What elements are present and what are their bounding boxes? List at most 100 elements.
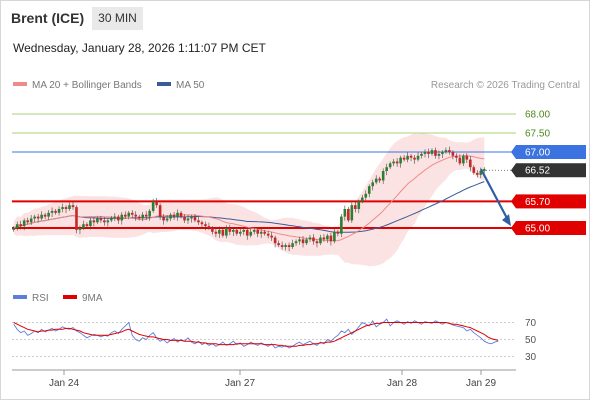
level-label-2: 67.00 <box>525 148 550 159</box>
legend-ma50: MA 50 <box>157 80 204 91</box>
level-tag-5 <box>516 221 586 235</box>
candle-body <box>273 237 277 244</box>
candle-body <box>357 201 361 209</box>
level-tag-3 <box>516 163 586 178</box>
legend-ma20: MA 20 + Bollinger Bands <box>13 80 142 91</box>
candle-body <box>238 231 242 234</box>
candle-body <box>151 201 155 211</box>
candle-body <box>22 220 26 227</box>
candle-body <box>371 182 375 187</box>
candle-body <box>225 228 228 236</box>
candle-body <box>287 245 291 247</box>
candle-body <box>312 237 315 242</box>
candle-body <box>462 155 465 164</box>
timestamp: Wednesday, January 28, 2026 1:11:07 PM C… <box>13 41 266 55</box>
candle-body <box>155 201 158 206</box>
candle-body <box>50 210 54 213</box>
candle-body <box>259 231 263 234</box>
candle-body <box>284 245 287 247</box>
candle-body <box>68 205 71 209</box>
candle-body <box>451 152 455 156</box>
candle-body <box>252 229 256 232</box>
candle-body <box>336 231 340 234</box>
candle-body <box>85 224 89 227</box>
candle-body <box>26 220 29 223</box>
candle-body <box>190 216 193 219</box>
bollinger-band <box>13 133 485 267</box>
candle-body <box>263 231 266 234</box>
candle-body <box>78 228 82 230</box>
x-tick-label: Jan 29 <box>466 378 496 389</box>
candle-body <box>61 207 64 209</box>
candle-body <box>329 235 333 242</box>
candle-body <box>204 224 207 227</box>
rsi-tick-label: 30 <box>525 352 537 363</box>
candle-body <box>458 157 462 164</box>
candle-body <box>333 231 336 242</box>
candle-body <box>434 150 437 156</box>
ma20-swatch <box>13 82 27 87</box>
level-tag-tip-2 <box>511 145 516 159</box>
level-label-4: 65.70 <box>525 197 550 208</box>
candle-body <box>117 216 120 221</box>
forecast-arrow-head <box>502 214 511 227</box>
9ma-swatch <box>63 295 77 300</box>
candle-body <box>12 228 16 230</box>
candle-body <box>256 229 260 234</box>
candle-body <box>319 237 322 244</box>
candle-body <box>99 218 103 221</box>
candle-body <box>301 239 305 244</box>
candle-body <box>465 155 469 160</box>
candle-body <box>89 220 92 227</box>
x-tick-label: Jan 27 <box>225 378 255 389</box>
candle-body <box>381 171 385 181</box>
forecast-arrow-line <box>480 168 509 221</box>
candle-body <box>235 229 239 234</box>
candle-body <box>395 161 399 164</box>
candle-body <box>249 231 253 236</box>
candle-body <box>399 157 402 164</box>
timeframe-button[interactable]: 30 MIN <box>92 7 143 30</box>
candle-body <box>402 157 406 160</box>
rsi-tick-label: 70 <box>525 318 537 329</box>
candle-body <box>15 224 19 228</box>
candle-body <box>420 153 423 156</box>
candle-body <box>242 229 246 232</box>
candle-body <box>47 212 50 217</box>
candle-body <box>120 214 124 221</box>
candle-body <box>367 186 371 194</box>
candle-body <box>96 218 99 223</box>
level-tag-4 <box>516 194 586 209</box>
rsi-swatch <box>13 295 27 300</box>
candle-body <box>165 218 169 221</box>
candle-body <box>378 178 381 181</box>
candle-body <box>388 163 392 168</box>
ma20-line <box>13 155 485 242</box>
candle-body <box>137 216 141 219</box>
candle-body <box>277 243 280 246</box>
candle-body <box>354 205 357 209</box>
candle-body <box>280 245 284 247</box>
candle-body <box>340 216 343 234</box>
9ma-label: 9MA <box>82 293 103 304</box>
candle-body <box>141 214 144 219</box>
candle-body <box>305 239 308 244</box>
candle-body <box>54 210 57 213</box>
candle-body <box>469 159 472 168</box>
ma50-swatch <box>157 82 171 87</box>
candle-body <box>315 241 319 244</box>
candle-body <box>326 235 329 240</box>
candle-body <box>57 209 61 213</box>
candle-body <box>103 220 106 223</box>
candle-body <box>392 161 395 164</box>
candle-body <box>123 214 127 217</box>
candle-body <box>427 152 430 154</box>
candle-body <box>347 209 350 221</box>
candle-body <box>158 205 162 217</box>
candle-body <box>176 212 179 217</box>
candle-body <box>218 229 221 234</box>
candle-body <box>186 218 190 221</box>
candle-body <box>291 243 294 247</box>
candle-body <box>322 237 326 240</box>
candle-body <box>179 212 183 217</box>
